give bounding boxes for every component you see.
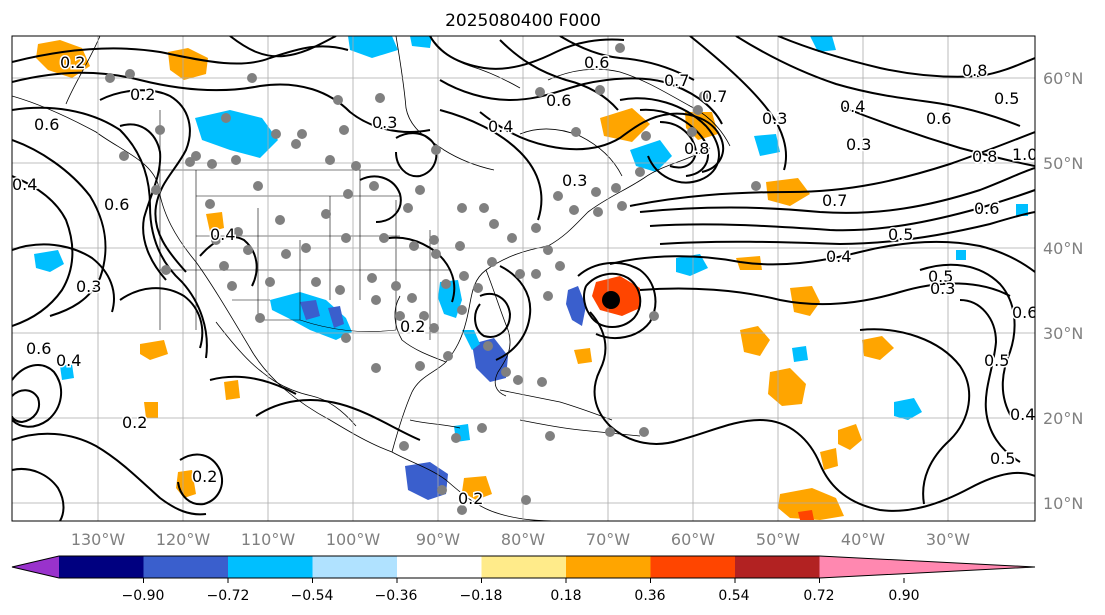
colorbar-tick-label: 0.54 [718, 588, 749, 604]
contour-label: 0.4 [826, 247, 851, 266]
contour-label: 0.8 [962, 61, 987, 80]
contour-label: 0.4 [12, 175, 37, 194]
colorbar-tick-label: −0.54 [291, 588, 334, 604]
contour-label: 0.4 [56, 351, 81, 370]
contour-label: 0.5 [984, 351, 1009, 370]
lat-label: 40°N [1043, 239, 1083, 258]
colorbar-extend-low [12, 556, 59, 578]
contour-label: 0.4 [488, 117, 513, 136]
lon-label: 40°W [841, 530, 885, 549]
lat-label: 50°N [1043, 154, 1083, 173]
colorbar-tick-label: 0.18 [550, 588, 581, 604]
colorbar-tick-label: −0.90 [122, 588, 165, 604]
contour-label: 0.2 [400, 317, 425, 336]
lat-label: 30°N [1043, 324, 1083, 343]
station-dots [105, 43, 761, 515]
colorbar-segment [481, 556, 567, 578]
colorbar-tick-label: 0.72 [803, 588, 834, 604]
graticule [12, 36, 1035, 521]
lon-label: 110°W [241, 530, 296, 549]
contour-label: 0.7 [822, 191, 847, 210]
colorbar-segment [650, 556, 736, 578]
colorbar-tick-label: −0.72 [207, 588, 250, 604]
map-plot-area: 0.2 0.2 0.6 0.4 0.6 0.3 0.3 0.4 0.6 0.6 … [12, 36, 1037, 521]
contour-label: 0.2 [60, 53, 85, 72]
contour-label: 0.8 [972, 147, 997, 166]
lon-label: 60°W [671, 530, 715, 549]
lat-label: 10°N [1043, 494, 1083, 513]
contour-label: 0.6 [974, 199, 999, 218]
contour-lines [12, 36, 1035, 521]
contour-label: 0.3 [930, 279, 955, 298]
colorbar [11, 555, 1036, 583]
contour-label: 0.3 [76, 277, 101, 296]
lon-label: 130°W [71, 530, 126, 549]
colorbar-tick-label: −0.18 [460, 588, 503, 604]
contour-label: 0.4 [1010, 405, 1035, 424]
contour-label: 0.7 [664, 71, 689, 90]
contour-label: 0.2 [458, 489, 483, 508]
contour-label: 0.3 [846, 135, 871, 154]
lon-label: 80°W [501, 530, 545, 549]
map-background [12, 36, 1035, 521]
coastlines [12, 36, 731, 521]
colorbar-tick-label: 0.36 [634, 588, 665, 604]
colorbar-tick-labels: −0.90 −0.72 −0.54 −0.36 −0.18 0.18 0.36 … [122, 588, 920, 604]
contour-label: 0.3 [562, 171, 587, 190]
lon-label: 90°W [416, 530, 460, 549]
contour-label: 0.5 [990, 449, 1015, 468]
contour-label: 0.8 [684, 139, 709, 158]
contour-label: 0.7 [702, 87, 727, 106]
contour-label: 0.3 [372, 113, 397, 132]
contour-label: 0.2 [192, 467, 217, 486]
colorbar-segment [735, 556, 820, 578]
contour-label: 0.4 [840, 97, 865, 116]
contour-label: 1.0 [1012, 145, 1037, 164]
lon-label: 120°W [156, 530, 211, 549]
contour-label-group: 0.2 0.2 0.6 0.4 0.6 0.3 0.3 0.4 0.6 0.6 … [12, 52, 1037, 510]
colorbar-segment [228, 556, 313, 578]
lat-label: 20°N [1043, 409, 1083, 428]
latitude-labels: 60°N 50°N 40°N 30°N 20°N 10°N [1043, 69, 1083, 513]
contour-label: 0.5 [994, 89, 1019, 108]
colorbar-segment [397, 556, 482, 578]
lon-label: 100°W [326, 530, 381, 549]
contour-label: 0.2 [130, 85, 155, 104]
colorbar-outline [11, 555, 1036, 579]
colorbar-extend-high [819, 556, 1035, 578]
contour-label: 0.6 [546, 91, 571, 110]
contour-label: 0.5 [888, 225, 913, 244]
contour-label: 0.5 [928, 267, 953, 286]
contour-label: 0.6 [926, 109, 951, 128]
colorbar-segment [312, 556, 398, 578]
contour-label: 0.6 [1012, 303, 1037, 322]
colorbar-segment [143, 556, 229, 578]
lon-label: 30°W [926, 530, 970, 549]
contour-label: 0.3 [762, 109, 787, 128]
contour-label: 0.6 [26, 339, 51, 358]
storm-center-marker [602, 291, 620, 309]
map-frame [11, 35, 1036, 522]
colorbar-tick-label: −0.36 [375, 588, 418, 604]
colorbar-segment [566, 556, 651, 578]
longitude-labels: 130°W 120°W 110°W 100°W 90°W 80°W 70°W 6… [71, 530, 970, 549]
colorbar-segment [59, 556, 144, 578]
map-title: 2025080400 F000 [445, 11, 601, 31]
contour-label: 0.6 [34, 115, 59, 134]
colorbar-tick-label: 0.90 [888, 588, 919, 604]
lat-label: 60°N [1043, 69, 1083, 88]
contour-label: 0.2 [122, 413, 147, 432]
contour-label: 0.6 [104, 195, 129, 214]
contour-label: 0.4 [210, 225, 235, 244]
contour-label: 0.6 [584, 53, 609, 72]
lon-label: 70°W [586, 530, 630, 549]
lon-label: 50°W [756, 530, 800, 549]
